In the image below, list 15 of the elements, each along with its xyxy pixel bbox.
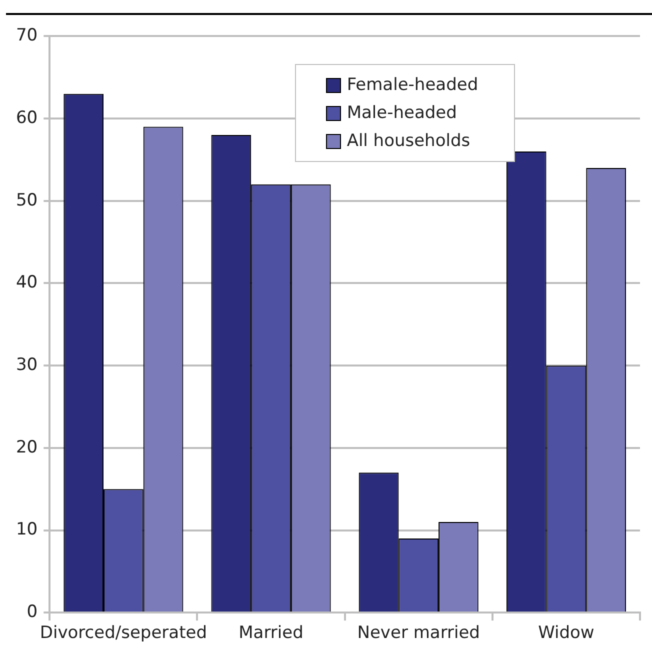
x-tick-label: Divorced/seperated bbox=[40, 623, 207, 644]
legend-label: Female-headed bbox=[346, 75, 478, 96]
y-tick-label: 50 bbox=[16, 190, 38, 210]
y-tick-label: 30 bbox=[16, 354, 38, 375]
y-tick-label: 70 bbox=[16, 26, 38, 46]
x-tick-label: Married bbox=[238, 623, 304, 644]
legend-label: Male-headed bbox=[346, 103, 457, 124]
y-tick-label: 20 bbox=[16, 437, 38, 458]
legend-label: All households bbox=[346, 131, 470, 152]
y-tick-label: 0 bbox=[26, 602, 38, 622]
y-tick-label: 60 bbox=[16, 108, 38, 128]
y-tick-label: 40 bbox=[16, 272, 38, 293]
x-tick-label: Widow bbox=[538, 623, 594, 644]
x-tick-label: Never married bbox=[357, 623, 480, 644]
y-tick-label: 10 bbox=[16, 520, 38, 540]
